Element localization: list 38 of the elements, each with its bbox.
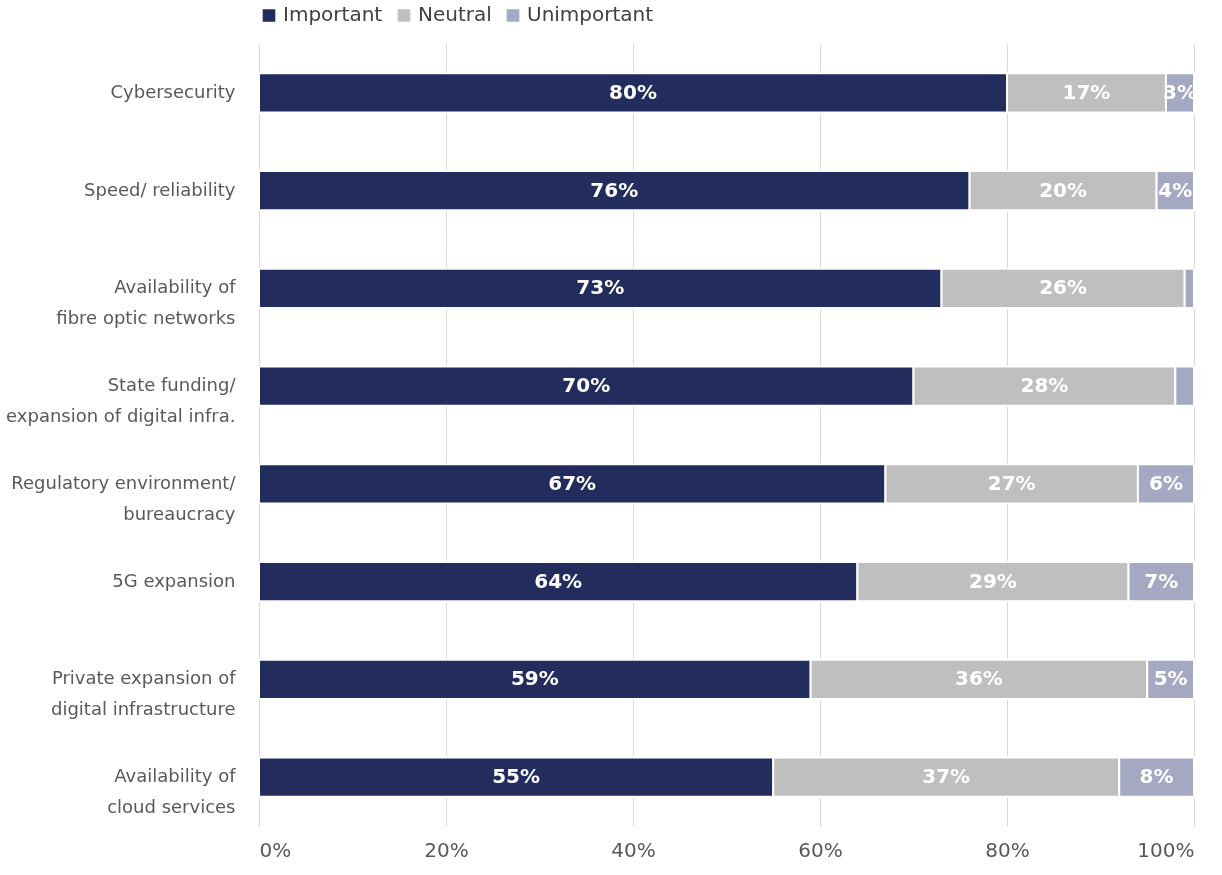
x-tick-label: 100%: [1137, 837, 1195, 862]
legend-label: Important: [283, 2, 383, 27]
x-tick-label: 40%: [611, 837, 656, 862]
y-tick-label: Availability of fibre optic networks: [56, 276, 237, 329]
y-tick-label: Regulatory environment/ bureaucracy: [11, 471, 237, 524]
data-label: 59%: [510, 666, 559, 691]
data-label: 80%: [609, 79, 657, 104]
x-tick-label: 20%: [424, 837, 469, 862]
data-label: 76%: [590, 177, 639, 202]
y-tick-label: 5G expansion: [112, 569, 236, 591]
y-tick-label: Availability of cloud services: [107, 765, 237, 818]
legend-label: Unimportant: [527, 2, 654, 27]
y-tick-label: Private expansion of digital infrastructure: [50, 667, 237, 720]
x-tick-label: 0%: [259, 837, 292, 862]
data-label: 4%: [1158, 177, 1193, 202]
data-label: 20%: [1039, 177, 1088, 202]
data-label: 7%: [1144, 568, 1179, 593]
y-tick-label: State funding/ expansion of digital infra.: [6, 374, 237, 427]
data-label: 27%: [987, 470, 1036, 495]
data-label: 28%: [1020, 373, 1069, 398]
legend-label: Neutral: [418, 2, 492, 27]
data-label: 64%: [534, 568, 583, 593]
x-tick-label: 60%: [798, 837, 843, 862]
y-tick-label: Cybersecurity: [110, 80, 236, 102]
y-tick-label: Speed/ reliability: [84, 178, 236, 200]
data-label: 5%: [1153, 666, 1188, 691]
data-label: 17%: [1062, 79, 1111, 104]
data-label: 73%: [576, 275, 625, 300]
data-label: 29%: [969, 568, 1017, 593]
data-label: 8%: [1139, 764, 1174, 789]
data-label: 70%: [562, 373, 611, 398]
x-tick-label: 80%: [985, 837, 1030, 862]
data-label: 26%: [1039, 275, 1088, 300]
data-label: 67%: [548, 470, 597, 495]
data-label: 36%: [955, 666, 1003, 691]
data-label: 37%: [922, 764, 971, 789]
data-label: 6%: [1148, 470, 1183, 495]
data-label: 55%: [492, 764, 541, 789]
